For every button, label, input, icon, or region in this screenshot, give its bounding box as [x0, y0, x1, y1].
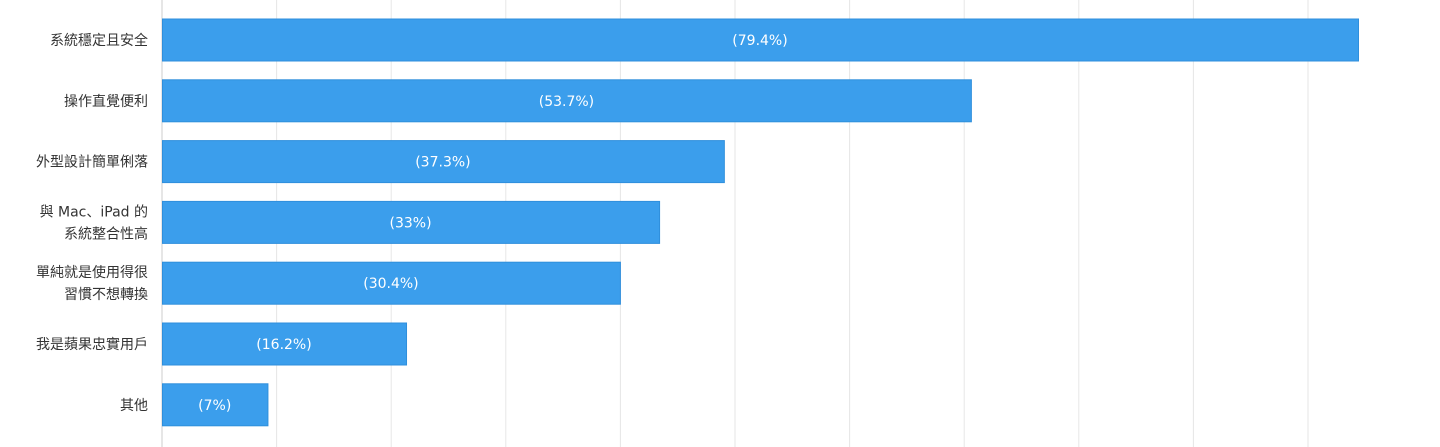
category-label: 操作直覺便利 [64, 93, 148, 110]
category-label-line: 其他 [120, 398, 148, 414]
category-label: 我是蘋果忠實用戶 [36, 336, 148, 353]
data-label: (16.2%) [256, 337, 311, 353]
category-label: 與 Mac、iPad 的系統整合性高 [40, 204, 148, 242]
category-label-line: 外型設計簡單俐落 [36, 155, 148, 171]
data-label: (7%) [198, 398, 231, 414]
category-label-line: 我是蘋果忠實用戶 [36, 336, 148, 353]
category-label-line: 習慣不想轉換 [64, 286, 148, 303]
category-label-line: 單純就是使用得很 [36, 264, 148, 281]
category-label: 系統穩定且安全 [50, 32, 148, 49]
bar [162, 18, 1359, 62]
data-label: (33%) [390, 215, 432, 231]
data-label: (30.4%) [363, 276, 418, 292]
category-label: 單純就是使用得很習慣不想轉換 [36, 264, 148, 303]
bar-layer: (79.4%) (53.7%) (37.3%) (33%) (30.4%) (16.2%)… [162, 18, 1359, 427]
category-label-line: 與 Mac、iPad 的 [40, 204, 148, 220]
bar [162, 140, 725, 184]
data-label: (79.4%) [732, 33, 787, 49]
category-label-line: 系統穩定且安全 [50, 32, 148, 49]
bar [162, 322, 408, 366]
category-label: 其他 [120, 398, 148, 414]
category-label: 外型設計簡單俐落 [36, 155, 148, 171]
bar [162, 79, 972, 123]
category-label-line: 操作直覺便利 [64, 93, 148, 110]
data-label: (53.7%) [539, 94, 594, 110]
bar [162, 383, 269, 427]
data-label: (37.3%) [415, 155, 470, 171]
bar [162, 261, 621, 305]
bar [162, 200, 661, 244]
category-label-line: 系統整合性高 [64, 225, 148, 242]
